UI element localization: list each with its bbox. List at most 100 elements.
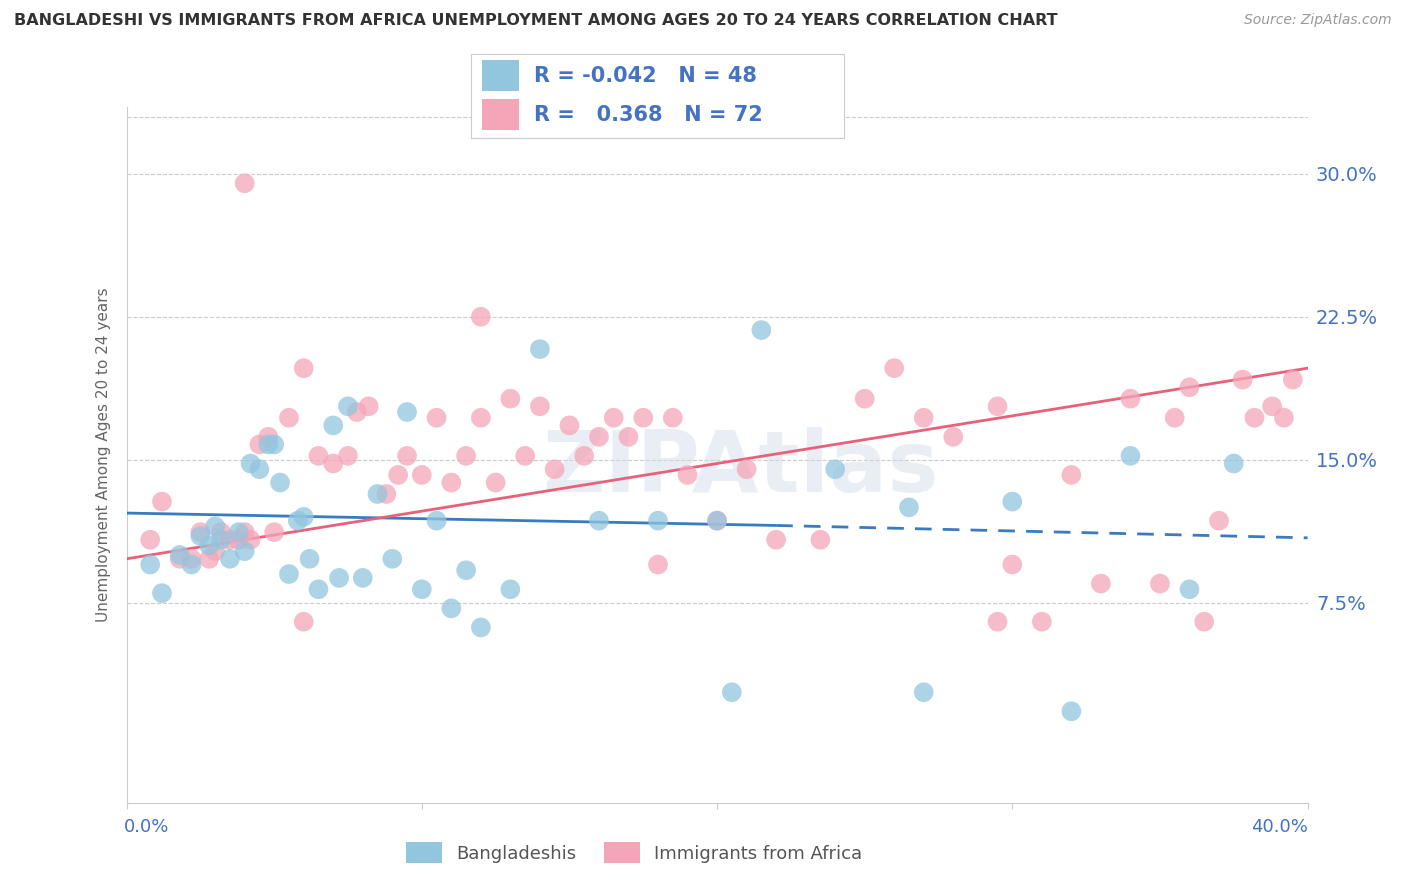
Point bbox=[381, 551, 404, 566]
Point bbox=[139, 533, 162, 547]
Y-axis label: Unemployment Among Ages 20 to 24 years: Unemployment Among Ages 20 to 24 years bbox=[96, 287, 111, 623]
Point bbox=[720, 685, 742, 699]
Point bbox=[198, 551, 221, 566]
Point bbox=[515, 449, 537, 463]
Point bbox=[150, 586, 173, 600]
Point bbox=[425, 410, 447, 425]
Point bbox=[617, 430, 640, 444]
Point bbox=[1001, 558, 1024, 572]
Point bbox=[278, 410, 301, 425]
Point bbox=[1272, 410, 1295, 425]
Point bbox=[942, 430, 965, 444]
Point bbox=[337, 449, 360, 463]
Point bbox=[676, 467, 699, 482]
Point bbox=[765, 533, 787, 547]
Point bbox=[198, 539, 221, 553]
Point bbox=[257, 430, 280, 444]
Text: R = -0.042   N = 48: R = -0.042 N = 48 bbox=[534, 65, 758, 86]
Point bbox=[853, 392, 876, 406]
Point bbox=[239, 533, 262, 547]
Point bbox=[588, 430, 610, 444]
Point bbox=[529, 400, 551, 414]
FancyBboxPatch shape bbox=[482, 61, 519, 91]
Point bbox=[499, 392, 522, 406]
Point bbox=[233, 525, 256, 540]
Point bbox=[411, 467, 433, 482]
Point bbox=[1232, 373, 1254, 387]
Point bbox=[219, 533, 242, 547]
Point bbox=[440, 475, 463, 490]
Point bbox=[322, 457, 344, 471]
Point bbox=[188, 525, 211, 540]
Point bbox=[1090, 576, 1112, 591]
Point bbox=[1001, 494, 1024, 508]
Point bbox=[529, 342, 551, 356]
Point bbox=[269, 475, 291, 490]
Point bbox=[263, 437, 285, 451]
Point bbox=[440, 601, 463, 615]
Point bbox=[484, 475, 508, 490]
Point bbox=[209, 533, 232, 547]
Point bbox=[307, 449, 329, 463]
Point bbox=[287, 514, 309, 528]
Text: BANGLADESHI VS IMMIGRANTS FROM AFRICA UNEMPLOYMENT AMONG AGES 20 TO 24 YEARS COR: BANGLADESHI VS IMMIGRANTS FROM AFRICA UN… bbox=[14, 13, 1057, 29]
Point bbox=[1282, 373, 1305, 387]
Point bbox=[169, 551, 191, 566]
Text: 40.0%: 40.0% bbox=[1251, 818, 1308, 836]
Point bbox=[1261, 400, 1284, 414]
Point bbox=[987, 400, 1010, 414]
Point bbox=[425, 514, 447, 528]
Point bbox=[470, 310, 492, 324]
Point bbox=[263, 525, 285, 540]
Point bbox=[603, 410, 626, 425]
Point bbox=[647, 514, 669, 528]
Point bbox=[912, 685, 935, 699]
FancyBboxPatch shape bbox=[482, 99, 519, 130]
Point bbox=[366, 487, 388, 501]
Point bbox=[1178, 582, 1201, 597]
Point bbox=[1192, 615, 1215, 629]
Point bbox=[396, 405, 419, 419]
Point bbox=[647, 558, 669, 572]
Point bbox=[912, 410, 935, 425]
Point bbox=[150, 494, 173, 508]
Point bbox=[396, 449, 419, 463]
Point bbox=[169, 548, 191, 562]
Point bbox=[204, 544, 226, 558]
Point bbox=[810, 533, 832, 547]
Legend: Bangladeshis, Immigrants from Africa: Bangladeshis, Immigrants from Africa bbox=[399, 835, 870, 871]
Point bbox=[588, 514, 610, 528]
Point bbox=[411, 582, 433, 597]
Point bbox=[470, 620, 492, 634]
Point bbox=[751, 323, 773, 337]
Point bbox=[499, 582, 522, 597]
Point bbox=[1149, 576, 1171, 591]
Point bbox=[292, 615, 315, 629]
Point bbox=[328, 571, 350, 585]
Point bbox=[883, 361, 905, 376]
Point bbox=[247, 437, 270, 451]
Point bbox=[1243, 410, 1265, 425]
Point bbox=[228, 533, 250, 547]
Point bbox=[1119, 392, 1142, 406]
Point bbox=[574, 449, 596, 463]
Point bbox=[706, 514, 728, 528]
Point bbox=[375, 487, 398, 501]
Point bbox=[228, 525, 250, 540]
Text: ZIPAtlas: ZIPAtlas bbox=[543, 427, 939, 510]
Point bbox=[139, 558, 162, 572]
Point bbox=[543, 462, 565, 476]
Point bbox=[307, 582, 329, 597]
Point bbox=[824, 462, 846, 476]
Point bbox=[706, 514, 728, 528]
Point bbox=[257, 437, 280, 451]
Point bbox=[346, 405, 368, 419]
Point bbox=[352, 571, 374, 585]
Point bbox=[631, 410, 654, 425]
Point bbox=[322, 418, 344, 433]
Point bbox=[204, 519, 226, 533]
Point bbox=[292, 361, 315, 376]
Point bbox=[337, 400, 360, 414]
Point bbox=[897, 500, 920, 515]
Point bbox=[180, 551, 202, 566]
